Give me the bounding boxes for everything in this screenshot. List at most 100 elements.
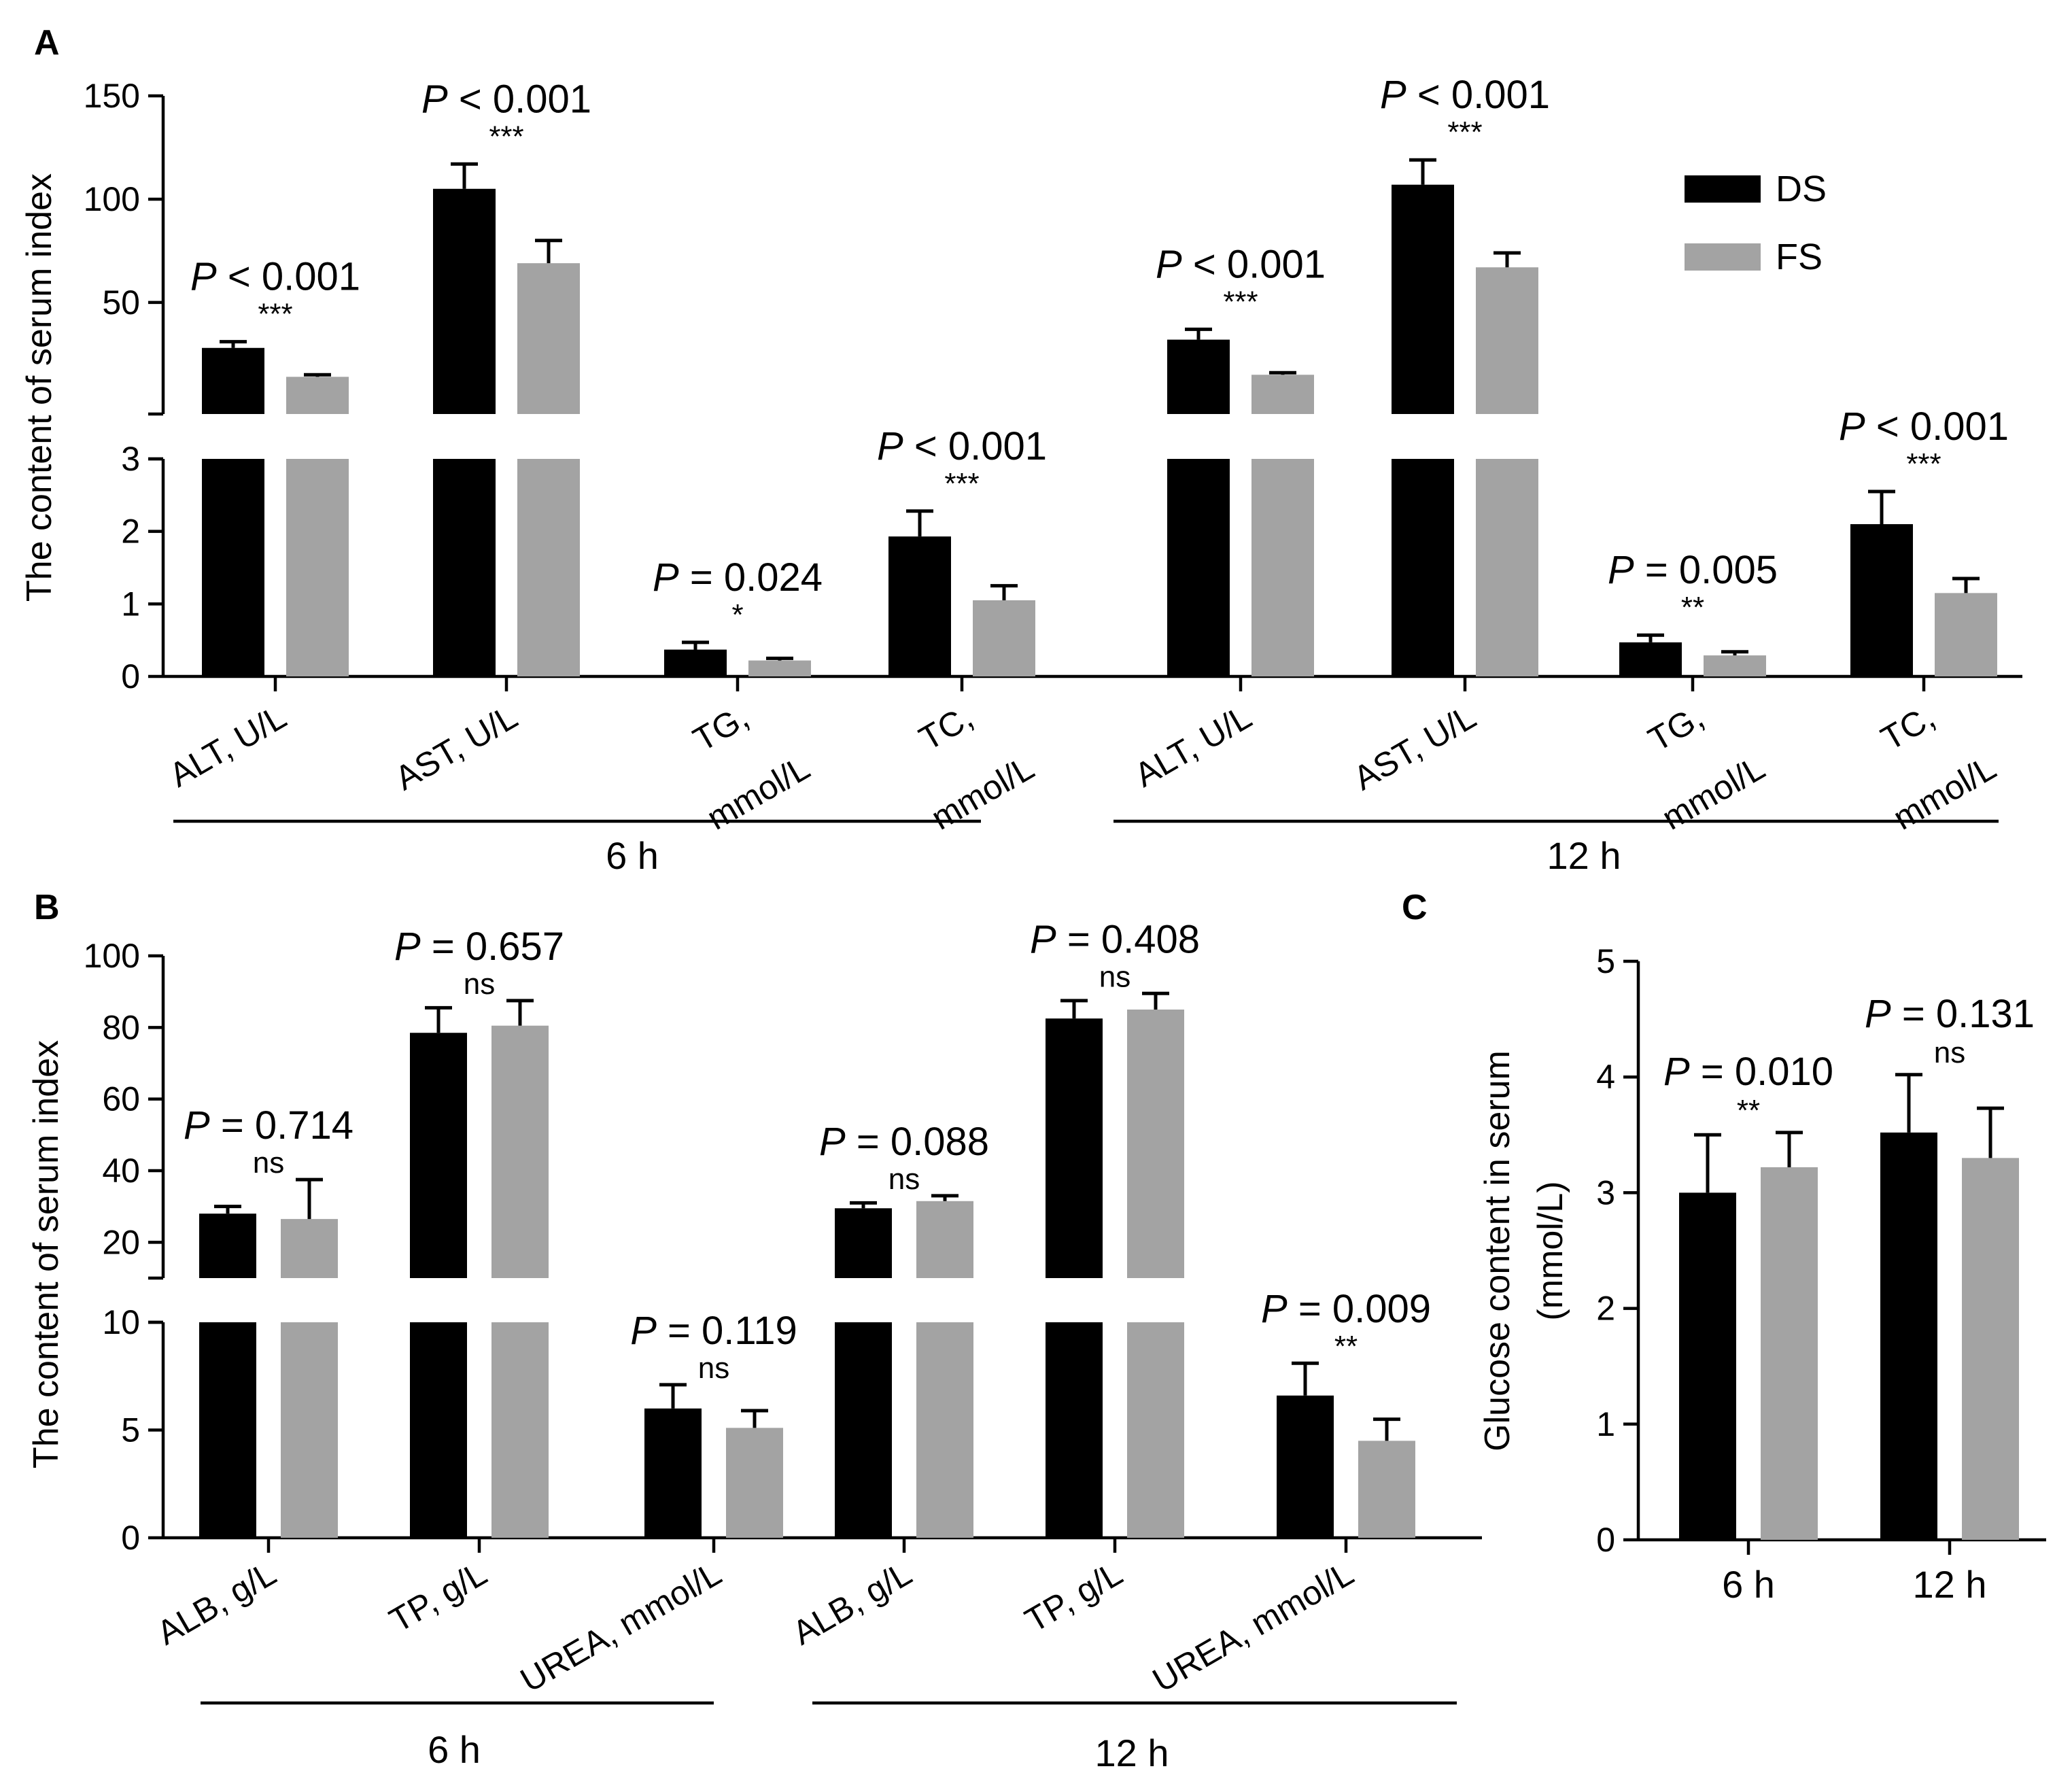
- panel-a-bar-ds: [1619, 642, 1682, 676]
- panel-b-y-tick-label: 100: [84, 937, 140, 975]
- panel-b-y-tick-label: 80: [102, 1008, 140, 1046]
- panel-a-y-axis-label: The content of serum index: [20, 173, 59, 602]
- panel-a-bar-fs-lower: [286, 459, 349, 676]
- panel-c-bar-fs: [1962, 1158, 2019, 1540]
- panel-a-bar-fs: [517, 263, 580, 414]
- panel-a-category-label: TG,: [687, 698, 755, 759]
- panel-b-bar-fs: [1358, 1441, 1415, 1538]
- panel-a-significance-mark: ***: [1447, 116, 1482, 149]
- panel-a-category-label: AST, U/L: [1347, 698, 1483, 797]
- panel-a-y-tick-label: 3: [121, 440, 140, 478]
- panel-b-significance-mark: ns: [1099, 960, 1130, 993]
- panel-c-y-axis-label: (mmol/L): [1531, 1181, 1570, 1320]
- panel-b-significance-mark: ns: [698, 1352, 729, 1385]
- panel-c-significance-mark: **: [1737, 1094, 1760, 1127]
- panel-b-bar-fs: [726, 1428, 783, 1538]
- panel-a-significance-mark: ***: [258, 298, 292, 331]
- panel-c-bar-fs: [1761, 1167, 1818, 1540]
- panel-b-bar-fs-lower: [281, 1322, 338, 1538]
- panel-b-bar-ds: [644, 1408, 702, 1538]
- panel-a-bar-fs: [973, 600, 1035, 676]
- panel-b-category-label: UREA, mmol/L: [514, 1554, 727, 1700]
- panel-b-label: B: [34, 888, 60, 927]
- panel-a-category-label: mmol/L: [925, 748, 1041, 837]
- panel-b-p-value: P = 0.009: [1261, 1287, 1431, 1331]
- panel-a-significance-mark: **: [1681, 591, 1704, 624]
- panel-b-p-value: P = 0.119: [630, 1309, 797, 1353]
- panel-c-y-tick-label: 4: [1596, 1058, 1615, 1096]
- panel-b-bar-ds-lower: [199, 1322, 256, 1538]
- panel-a-bar-fs: [1251, 375, 1314, 414]
- panel-a-bar-ds: [664, 649, 727, 676]
- panel-b-significance-mark: ns: [253, 1146, 284, 1180]
- panel-a-category-label: ALT, U/L: [1128, 698, 1258, 795]
- panel-b-bar-ds: [199, 1214, 256, 1278]
- panel-a-p-value: P < 0.001: [190, 255, 360, 299]
- panel-a-p-value: P < 0.001: [877, 424, 1047, 468]
- panel-a-bar-fs-lower: [1251, 459, 1314, 676]
- panel-a-bar-ds-lower: [1392, 459, 1454, 676]
- panel-a-bar-ds: [1167, 339, 1230, 414]
- panel-b-significance-mark: **: [1334, 1330, 1358, 1363]
- panel-a-y-tick-label: 1: [121, 585, 140, 623]
- panel-b-category-label: TP, g/L: [1018, 1554, 1128, 1640]
- panel-b-bar-ds-lower: [835, 1322, 892, 1538]
- panel-b-y-axis-label: The content of serum index: [27, 1040, 66, 1468]
- panel-a-bar-ds-lower: [433, 459, 496, 676]
- panel-b-p-value: P = 0.408: [1030, 917, 1200, 961]
- panel-a-category-label: AST, U/L: [389, 698, 524, 797]
- panel-a-y-tick-label: 150: [84, 77, 140, 115]
- panel-b-y-tick-label: 60: [102, 1080, 140, 1118]
- panel-a-bar-fs-lower: [517, 459, 580, 676]
- panel-a-bar-fs: [748, 660, 811, 676]
- panel-a-bar-ds: [1392, 184, 1454, 414]
- panel-b-y-tick-label: 5: [121, 1411, 140, 1449]
- panel-c-bar-ds: [1679, 1192, 1736, 1540]
- panel-b-significance-mark: ns: [464, 967, 495, 1001]
- panel-c-category-label: 6 h: [1722, 1563, 1775, 1606]
- panel-c-p-value: P = 0.131: [1865, 992, 2035, 1036]
- panel-c-category-label: 12 h: [1913, 1563, 1987, 1606]
- panel-a-bar-fs: [286, 377, 349, 414]
- panel-c-p-value: P = 0.010: [1663, 1050, 1833, 1094]
- panel-b-bar-fs: [916, 1201, 973, 1278]
- panel-c-y-axis-label: Glucose content in serum: [1478, 1050, 1517, 1451]
- panel-a-p-value: P < 0.001: [1156, 242, 1326, 286]
- panel-c-y-tick-label: 1: [1596, 1405, 1615, 1443]
- panel-a-y-tick-label: 50: [102, 283, 140, 322]
- panel-b-p-value: P = 0.714: [184, 1103, 353, 1148]
- panel-b-bar-fs: [1127, 1010, 1184, 1278]
- panel-b-category-label: ALB, g/L: [786, 1554, 918, 1652]
- panel-a-significance-mark: *: [731, 598, 743, 632]
- panel-a-bar-ds: [1850, 524, 1913, 676]
- panel-a-category-label: TC,: [1875, 698, 1941, 758]
- panel-b-y-tick-label: 20: [102, 1223, 140, 1261]
- panel-a-significance-mark: ***: [1223, 285, 1258, 318]
- panel-b-bar-fs-lower: [1127, 1322, 1184, 1538]
- panel-b-bar-ds: [1277, 1395, 1334, 1538]
- panel-b-y-tick-label: 40: [102, 1152, 140, 1190]
- panel-a-label: A: [34, 23, 60, 63]
- panel-a-group-label: 6 h: [606, 834, 659, 877]
- panel-b-category-label: UREA, mmol/L: [1146, 1554, 1360, 1700]
- panel-a-bar-ds-lower: [1167, 459, 1230, 676]
- panel-b-category-label: ALB, g/L: [150, 1554, 282, 1652]
- panel-c-y-tick-label: 2: [1596, 1290, 1615, 1328]
- panel-a-p-value: P = 0.024: [653, 555, 823, 600]
- panel-b-bar-ds-lower: [1046, 1322, 1103, 1538]
- panel-a-p-value: P < 0.001: [421, 77, 591, 121]
- panel-b-bar-ds: [1046, 1018, 1103, 1278]
- panel-b-y-tick-label: 0: [121, 1519, 140, 1557]
- panel-a-y-tick-label: 100: [84, 180, 140, 218]
- panel-c-bar-ds: [1880, 1132, 1937, 1540]
- panel-a-category-label: mmol/L: [701, 748, 816, 837]
- panel-a-bar-ds-lower: [202, 459, 264, 676]
- panel-c-y-tick-label: 0: [1596, 1521, 1615, 1559]
- panel-b-p-value: P = 0.657: [394, 925, 564, 969]
- panel-b-group-label: 12 h: [1095, 1732, 1169, 1774]
- panel-b-bar-fs: [491, 1025, 549, 1278]
- panel-a-category-label: mmol/L: [1656, 748, 1772, 837]
- panel-c-y-tick-label: 3: [1596, 1173, 1615, 1211]
- panel-c-significance-mark: ns: [1934, 1036, 1965, 1069]
